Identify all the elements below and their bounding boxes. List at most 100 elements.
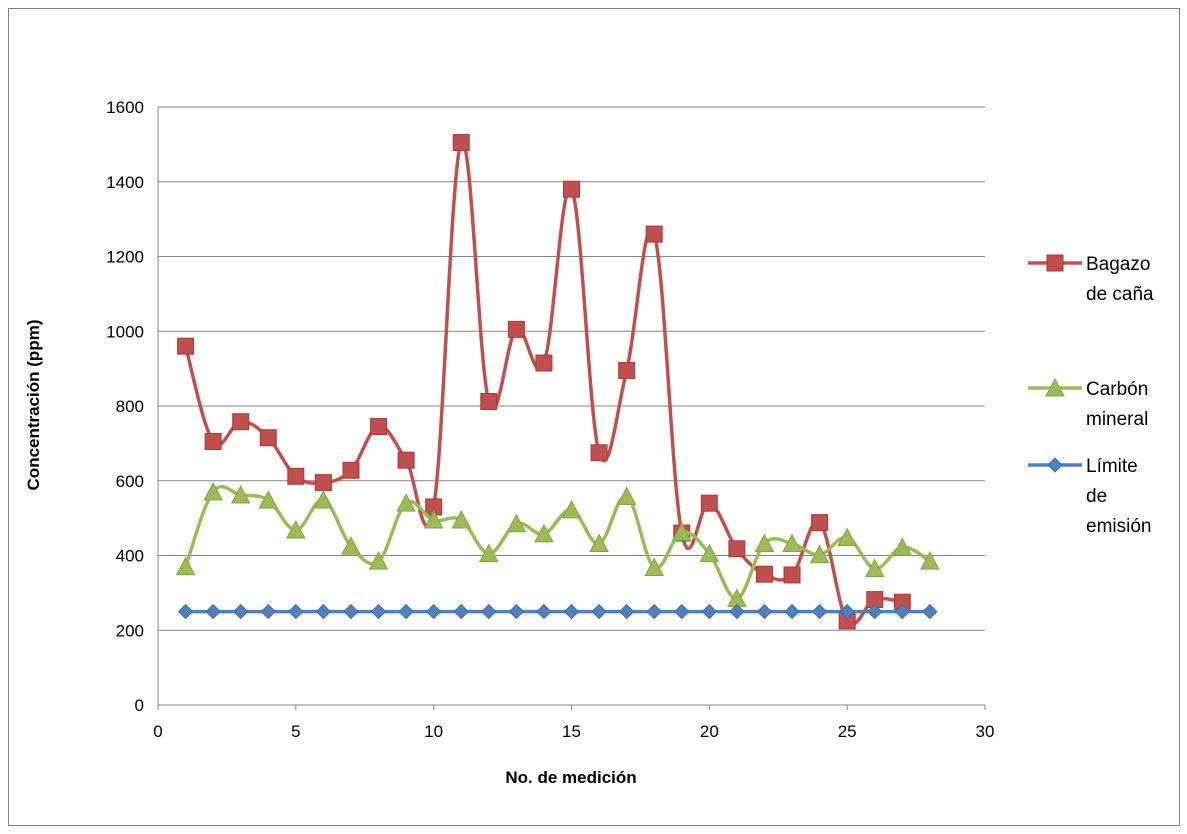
y-tick-label: 800 [116, 397, 144, 416]
data-point-triangle [892, 537, 913, 556]
data-point-square [204, 433, 222, 451]
legend-item: Carbón mineral [1028, 377, 1148, 430]
data-point-diamond [922, 603, 938, 620]
data-point-triangle [754, 533, 775, 553]
data-point-triangle [561, 499, 582, 519]
data-point-triangle [230, 484, 251, 504]
data-point-diamond [453, 603, 469, 620]
data-point-square [370, 418, 388, 436]
gridlines [158, 106, 985, 631]
data-point-square [507, 320, 525, 338]
x-tick-label: 25 [838, 722, 857, 741]
data-point-diamond [784, 603, 800, 620]
data-point-square [232, 413, 250, 431]
y-tick-label: 0 [135, 696, 144, 715]
x-tick-label: 0 [153, 722, 162, 741]
legend-label: mineral [1086, 409, 1148, 430]
legend-label: Bagazo [1086, 254, 1150, 275]
y-tick-labels: 0 200 400 600 800 1000 1200 1400 1600 [106, 98, 144, 715]
data-point-triangle [175, 556, 196, 576]
legend-item: Límite de emisión [1028, 456, 1151, 537]
data-point-square [342, 461, 360, 479]
data-point-triangle [782, 533, 802, 553]
data-point-diamond [481, 603, 497, 620]
y-tick-label: 1000 [106, 322, 144, 341]
x-tick-label: 5 [291, 722, 300, 741]
data-point-triangle [671, 522, 692, 541]
data-point-triangle [203, 481, 223, 501]
data-point-square [397, 451, 415, 469]
y-tick-label: 1600 [106, 98, 144, 117]
data-point-diamond [398, 603, 414, 620]
data-point-triangle [534, 523, 554, 543]
y-tick-label: 600 [116, 472, 144, 491]
data-point-square [783, 566, 801, 584]
data-point-square [811, 514, 829, 532]
series-square [177, 134, 911, 630]
data-point-square [287, 467, 305, 485]
data-point-square [728, 540, 746, 558]
legend-label: emisión [1086, 516, 1151, 537]
legend-label: Límite [1086, 456, 1138, 477]
data-point-diamond [674, 603, 690, 620]
series-line [183, 485, 931, 601]
data-point-square [755, 565, 773, 583]
data-point-square [259, 429, 277, 447]
series-diamond [177, 603, 938, 620]
legend-marker-square [1046, 254, 1064, 272]
data-point-triangle [837, 527, 857, 547]
data-point-triangle [341, 536, 361, 555]
data-point-triangle [451, 509, 472, 529]
data-point-diamond [177, 603, 194, 620]
data-point-triangle [589, 533, 609, 553]
data-point-diamond [756, 603, 773, 620]
x-tick-labels: 0 5 10 15 20 25 30 [153, 705, 994, 741]
data-point-diamond [618, 603, 635, 620]
data-point-diamond [343, 603, 359, 620]
x-tick-label: 30 [976, 722, 995, 741]
data-point-diamond [288, 603, 304, 620]
x-axis-title: No. de medición [505, 768, 636, 787]
data-point-triangle [258, 490, 279, 509]
data-point-triangle [616, 486, 637, 505]
data-point-triangle [478, 543, 499, 563]
data-point-diamond [646, 603, 662, 620]
data-point-triangle [396, 493, 416, 512]
data-point-diamond [563, 603, 580, 620]
data-point-diamond [232, 603, 249, 620]
data-point-diamond [205, 603, 221, 620]
data-point-diamond [894, 603, 911, 620]
y-axis-title: Concentración (ppm) [24, 320, 43, 491]
legend-label: de caña [1086, 284, 1154, 305]
y-tick-label: 400 [116, 547, 144, 566]
data-point-triangle [809, 544, 830, 564]
data-point-square [590, 444, 608, 462]
data-point-diamond [591, 603, 607, 620]
data-point-square [480, 393, 498, 411]
data-point-diamond [425, 603, 442, 620]
data-point-square [314, 474, 332, 492]
y-tick-label: 200 [116, 621, 144, 640]
data-point-diamond [370, 603, 387, 620]
legend-marker-triangle [1045, 377, 1065, 397]
legend-label: Carbón [1086, 379, 1148, 400]
x-tick-label: 20 [700, 722, 719, 741]
series-group [175, 134, 940, 630]
data-point-square [535, 354, 553, 372]
data-point-diamond [260, 603, 276, 620]
x-tick-label: 15 [562, 722, 581, 741]
data-point-diamond [811, 603, 828, 620]
data-point-square [563, 180, 580, 198]
data-point-square [700, 494, 718, 512]
legend-label: de [1086, 486, 1107, 507]
data-point-triangle [313, 490, 334, 509]
x-tick-label: 10 [424, 722, 443, 741]
data-point-diamond [508, 603, 525, 620]
y-tick-label: 1200 [106, 248, 144, 267]
legend-marker-diamond [1047, 457, 1063, 473]
data-point-triangle [644, 557, 665, 576]
data-point-square [452, 134, 470, 152]
data-point-square [645, 225, 663, 243]
data-point-diamond [315, 603, 332, 620]
